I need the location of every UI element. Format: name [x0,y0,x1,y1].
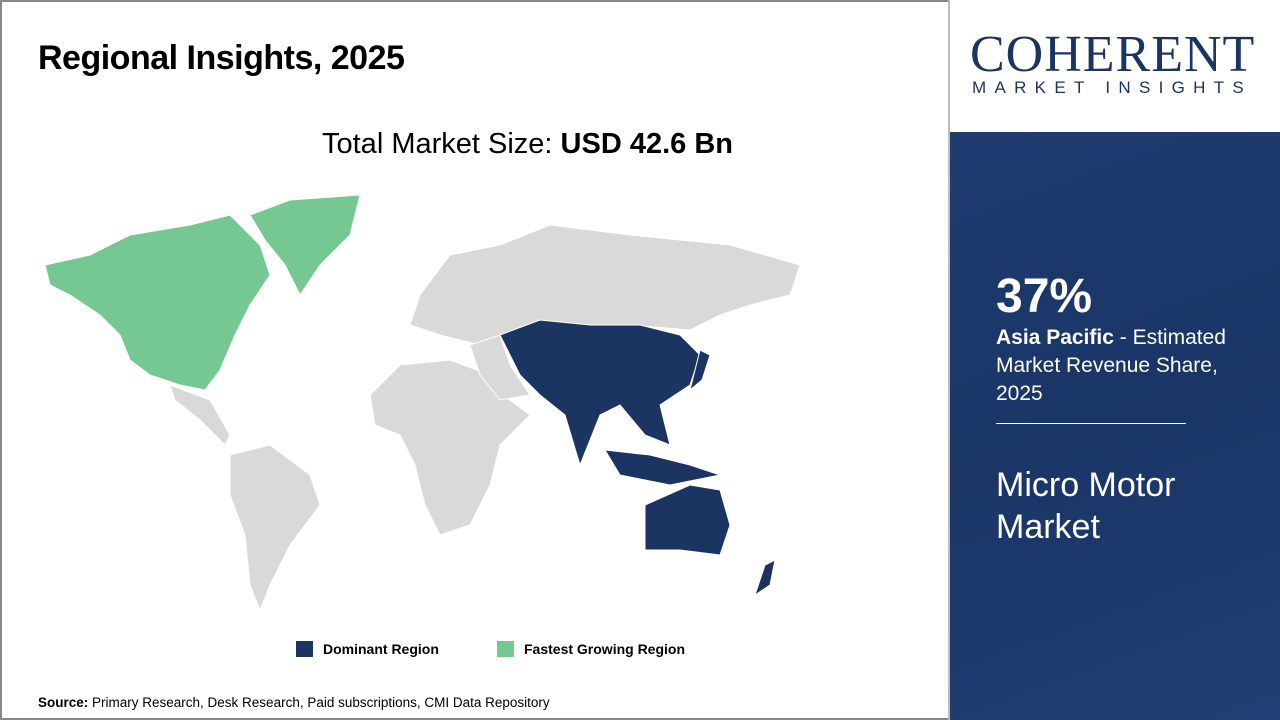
insight-panel: 37% Asia Pacific - Estimated Market Reve… [950,132,1280,720]
source-label: Source: [38,695,89,710]
map-region-north-america [44,214,271,391]
panel-divider [996,423,1186,424]
map-region-africa [369,359,531,536]
world-map [44,194,801,612]
map-region-indonesia [604,449,722,486]
share-description: Asia Pacific - Estimated Market Revenue … [996,324,1256,408]
source-note: Source: Primary Research, Desk Research,… [38,694,550,711]
legend-dominant: Dominant Region [296,640,439,658]
page-title: Regional Insights, 2025 [38,39,405,77]
share-value: 37% [996,270,1093,323]
legend-label: Fastest Growing Region [524,641,686,657]
map-region-central-america [169,384,231,446]
divider [948,0,950,720]
legend-label: Dominant Region [323,641,439,657]
logo-brand: COHERENT [970,26,1256,83]
source-text: Primary Research, Desk Research, Paid su… [88,695,550,710]
logo-tagline: MARKET INSIGHTS [972,78,1253,97]
region-name: Asia Pacific [996,326,1114,349]
map-region-australia [644,484,731,556]
map-region-asia [499,319,701,467]
map-region-japan [689,349,711,392]
legend-swatch-dominant [296,641,313,657]
legend-swatch-fastest [497,641,514,657]
market-name: Micro Motor Market [996,466,1176,546]
total-market-size: Total Market Size: USD 42.6 Bn [322,126,733,162]
company-logo: COHERENT MARKET INSIGHTS [950,0,1280,132]
map-region-new-zealand [754,559,776,597]
share-desc-text: - Estimated Market Revenue Share, 2025 [996,326,1226,405]
total-label: Total Market Size: [322,128,561,160]
map-region-south-america [229,444,321,612]
map-region-greenland [249,194,361,296]
legend-fastest: Fastest Growing Region [497,640,685,658]
total-value: USD 42.6 Bn [560,128,733,160]
